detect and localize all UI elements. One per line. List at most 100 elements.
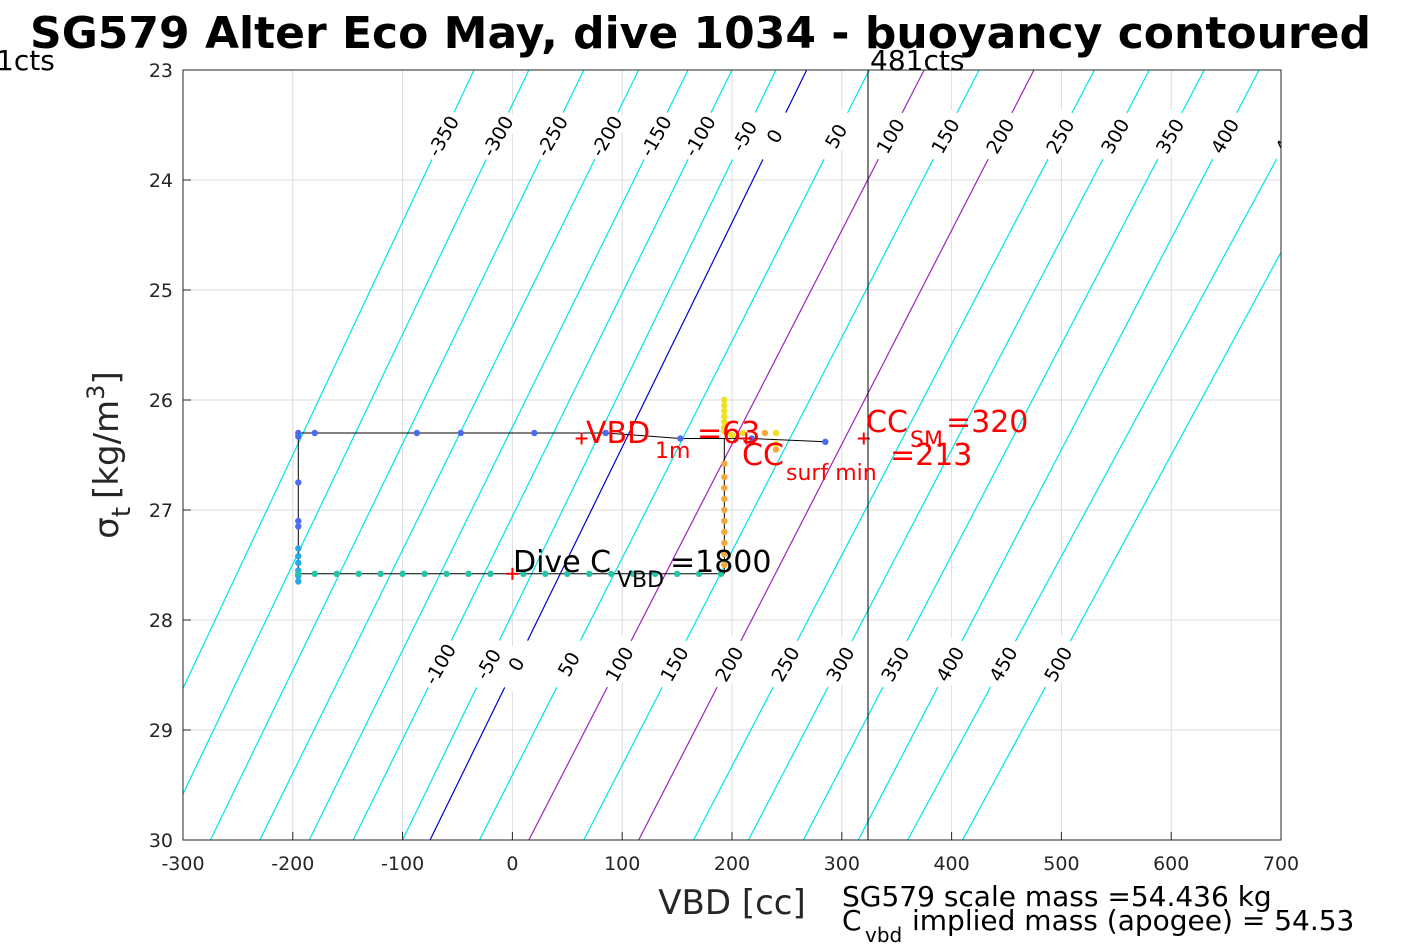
- contour-label-bg: [866, 107, 914, 165]
- contour-label-bg: [473, 107, 521, 165]
- x-tick-label: 300: [824, 853, 860, 875]
- data-point: [443, 570, 450, 577]
- data-point: [772, 446, 780, 453]
- data-point: [721, 484, 728, 492]
- data-point: [399, 570, 406, 577]
- contour-line: [478, 70, 870, 840]
- contour-label-bg: [761, 635, 809, 693]
- contour-label-bg: [1036, 107, 1084, 165]
- data-point: [295, 517, 302, 525]
- data-point: [295, 553, 302, 560]
- data-point: [295, 545, 302, 552]
- data-point: [721, 413, 728, 420]
- data-point: [457, 429, 464, 437]
- svg-text:surf min: surf min: [786, 461, 877, 486]
- svg-text:implied mass (apogee) = 54.53: implied mass (apogee) = 54.53: [912, 904, 1354, 937]
- contour-label-bg: [545, 635, 592, 693]
- vbd1m-annotation: VBD 1m =63: [586, 416, 760, 464]
- data-point: [564, 570, 571, 577]
- contour-line: [183, 70, 530, 796]
- data-point: [295, 570, 302, 577]
- contour-label-bg: [464, 635, 512, 693]
- contour-line: [802, 70, 1205, 840]
- contour-label-bg: [812, 107, 860, 165]
- svg-text:1m: 1m: [655, 439, 690, 464]
- contour-line: [638, 70, 1035, 840]
- data-point: [295, 479, 302, 486]
- reference-markers: [506, 432, 870, 580]
- contour-label-bg: [871, 635, 919, 693]
- contour-label-bg: [816, 635, 864, 693]
- data-point: [761, 429, 769, 437]
- contour-line: [583, 70, 980, 840]
- data-point: [608, 570, 615, 577]
- x-axis-label: VBD [cc]: [658, 883, 806, 923]
- contour-label-bg: [1265, 107, 1281, 165]
- data-point: [721, 396, 728, 404]
- contour-label-bg: [705, 635, 753, 693]
- data-point: [377, 570, 384, 577]
- svg-text:VBD: VBD: [586, 416, 650, 451]
- contour-label-top: 450: [1271, 115, 1308, 157]
- chart-title: SG579 Alter Eco May, dive 1034 - buoyanc…: [30, 8, 1371, 59]
- data-point: [721, 561, 728, 569]
- x-tick-label: -100: [381, 853, 424, 875]
- contour-label-bg: [528, 107, 576, 165]
- data-point: [311, 429, 318, 437]
- x-tick-label: 0: [506, 853, 518, 875]
- y-tick-label: 24: [149, 170, 173, 192]
- contour-line: [402, 70, 777, 840]
- data-point: [721, 506, 728, 514]
- contour-label-bg: [582, 107, 630, 165]
- data-point: [542, 570, 549, 577]
- y-tick-label: 29: [149, 720, 173, 742]
- y-tick-label: 23: [149, 60, 173, 82]
- data-point: [721, 473, 728, 481]
- contour-line: [747, 70, 1150, 840]
- data-point: [721, 495, 728, 503]
- data-point: [721, 539, 728, 547]
- data-point: [721, 550, 728, 558]
- contour-label-bg: [416, 635, 464, 693]
- x-tick-label: 400: [933, 853, 969, 875]
- y-tick-label: 27: [149, 500, 173, 522]
- svg-text:σt[kg/m3]: σt[kg/m3]: [82, 371, 137, 538]
- vline-label: 481cts: [870, 44, 964, 77]
- svg-text:SM: SM: [910, 428, 943, 453]
- ccsm-annotation: CC SM =320: [866, 405, 1028, 453]
- svg-text:vbd: vbd: [865, 923, 902, 945]
- data-point: [333, 570, 340, 577]
- data-point: [651, 570, 659, 577]
- y-tick-label: 25: [149, 280, 173, 302]
- contour-line: [907, 149, 1281, 840]
- contour-label-bg: [1091, 107, 1139, 165]
- svg-text:C: C: [842, 904, 862, 937]
- contour-label-bg: [926, 635, 974, 693]
- contour-label-bg: [750, 107, 798, 165]
- data-point: [629, 570, 637, 577]
- svg-text:=320: =320: [946, 405, 1028, 440]
- svg-text:Dive C: Dive C: [513, 545, 611, 580]
- data-point: [717, 570, 725, 577]
- contour-line: [352, 70, 733, 840]
- y-axis-label: σt[kg/m3]: [82, 371, 137, 538]
- contour-label-bg: [1201, 107, 1249, 165]
- x-tick-label: 200: [714, 853, 750, 875]
- footer-scale-mass: SG579 scale mass =54.436 kg: [842, 880, 1272, 913]
- data-point: [355, 570, 362, 577]
- data-point: [723, 429, 730, 437]
- y-tick-label: 28: [149, 610, 173, 632]
- contour-label-bg: [632, 107, 680, 165]
- contour-label-bg: [676, 107, 723, 165]
- contour-label-bg: [650, 635, 698, 693]
- data-point: [421, 570, 428, 577]
- contour-label-bg: [419, 107, 467, 165]
- contour-label-top: 500: [1326, 115, 1363, 157]
- svg-text:CC: CC: [866, 405, 908, 440]
- data-point: [295, 433, 302, 440]
- data-points: [295, 396, 829, 585]
- data-point: [487, 570, 494, 577]
- x-tick-label: 100: [604, 853, 640, 875]
- contour-line: [183, 70, 475, 690]
